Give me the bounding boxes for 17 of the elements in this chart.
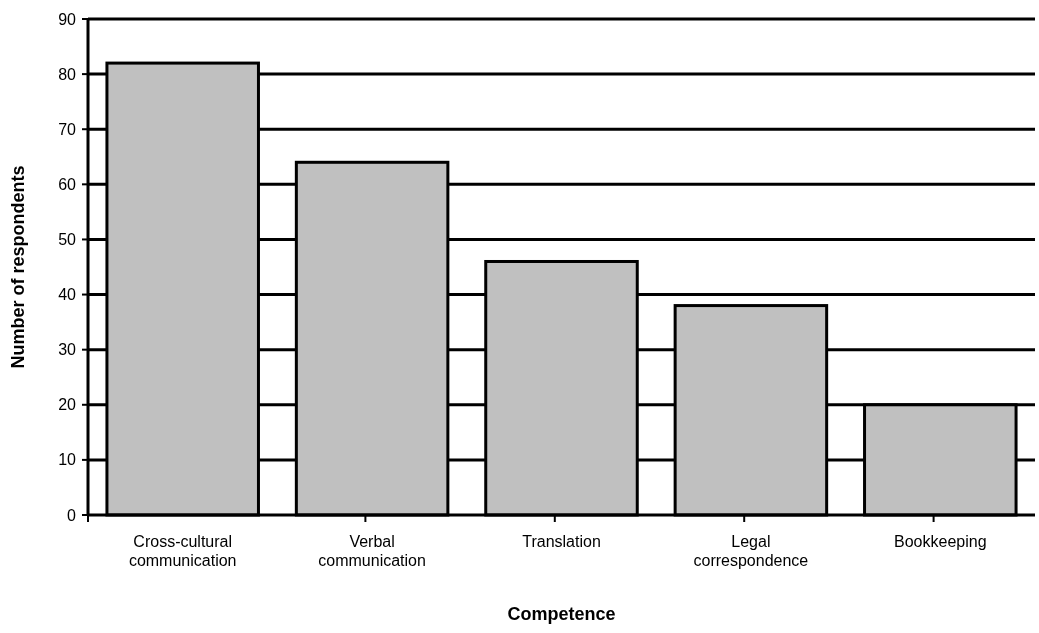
y-tick-label: 40 <box>58 286 77 304</box>
x-tick-label: Verbal communication <box>318 533 426 569</box>
y-axis-title: Number of respondents <box>8 165 28 369</box>
x-tick-label: Legal correspondence <box>693 533 809 569</box>
y-tick-label: 20 <box>58 396 77 414</box>
y-tick-label: 90 <box>58 10 77 28</box>
x-axis-title: Competence <box>507 604 616 624</box>
x-tick-label: Translation <box>522 533 601 550</box>
y-tick-label: 60 <box>58 175 77 193</box>
y-tick-label: 10 <box>58 451 77 469</box>
y-tick-label: 30 <box>58 341 77 359</box>
y-tick-label: 70 <box>58 120 77 138</box>
x-tick-label: Bookkeeping <box>894 533 987 550</box>
y-tick-label: 0 <box>67 506 77 524</box>
y-tick-label: 80 <box>58 65 77 83</box>
y-tick-label: 50 <box>58 231 77 249</box>
x-tick-label: Cross-cultural communication <box>128 533 237 569</box>
